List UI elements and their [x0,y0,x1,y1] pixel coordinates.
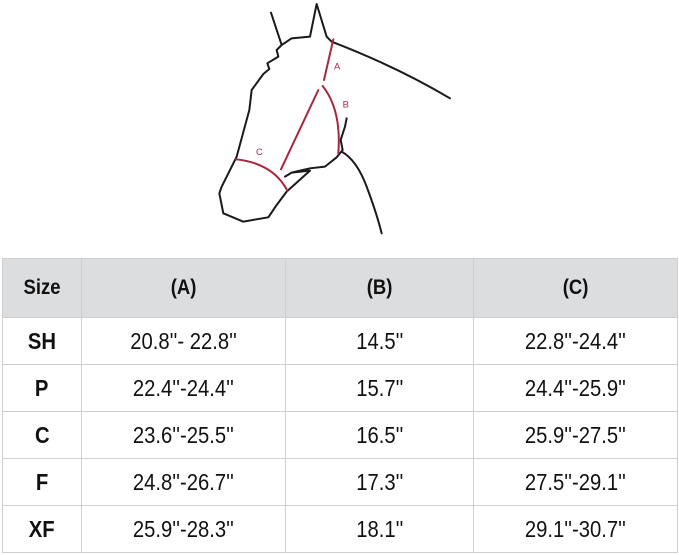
cell-size: C [2,411,82,459]
table-row: XF 25.9''-28.3'' 18.1'' 29.1''-30.7'' [2,505,678,553]
table-row: P 22.4''-24.4'' 15.7'' 24.4''-25.9'' [2,364,678,412]
size-chart-table: Size (A) (B) (C) SH 20.8''- 22.8'' 14.5'' 2… [2,258,678,553]
label-a: A [334,61,341,71]
table-header-row: Size (A) (B) (C) [2,258,678,318]
cell-a: 22.4''-24.4'' [81,364,286,412]
cell-size: XF [2,505,82,553]
cell-size: F [2,458,82,506]
cell-c: 27.5''-29.1'' [473,458,678,506]
table-row: SH 20.8''- 22.8'' 14.5'' 22.8''-24.4'' [2,317,678,365]
cell-b: 18.1'' [285,505,474,553]
label-c: C [256,147,263,157]
table-row: C 23.6''-25.5'' 16.5'' 25.9''-27.5'' [2,411,678,459]
table-row: F 24.8''-26.7'' 17.3'' 27.5''-29.1'' [2,458,678,506]
horse-outline [218,2,451,235]
header-b: (B) [285,258,474,318]
cell-a: 25.9''-28.3'' [81,505,286,553]
cheek-strap-line [279,88,320,171]
cell-b: 15.7'' [285,364,474,412]
cell-c: 25.9''-27.5'' [473,411,678,459]
cell-c: 22.8''-24.4'' [473,317,678,365]
cell-a: 24.8''-26.7'' [81,458,286,506]
cell-c: 24.4''-25.9'' [473,364,678,412]
cell-b: 14.5'' [285,317,474,365]
cell-size: P [2,364,82,412]
cell-b: 16.5'' [285,411,474,459]
header-size: Size [2,258,82,318]
measure-line-b [321,84,340,155]
measure-line-a [322,38,335,81]
header-a: (A) [81,258,286,318]
cell-a: 20.8''- 22.8'' [81,317,286,365]
horse-head-diagram: A B C [218,2,451,235]
label-b: B [343,99,349,109]
cell-a: 23.6''-25.5'' [81,411,286,459]
header-c: (C) [473,258,678,318]
cell-c: 29.1''-30.7'' [473,505,678,553]
cell-size: SH [2,317,82,365]
measure-line-c [234,158,289,192]
cell-b: 17.3'' [285,458,474,506]
